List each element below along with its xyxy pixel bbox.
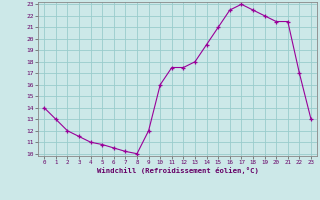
X-axis label: Windchill (Refroidissement éolien,°C): Windchill (Refroidissement éolien,°C) <box>97 167 259 174</box>
